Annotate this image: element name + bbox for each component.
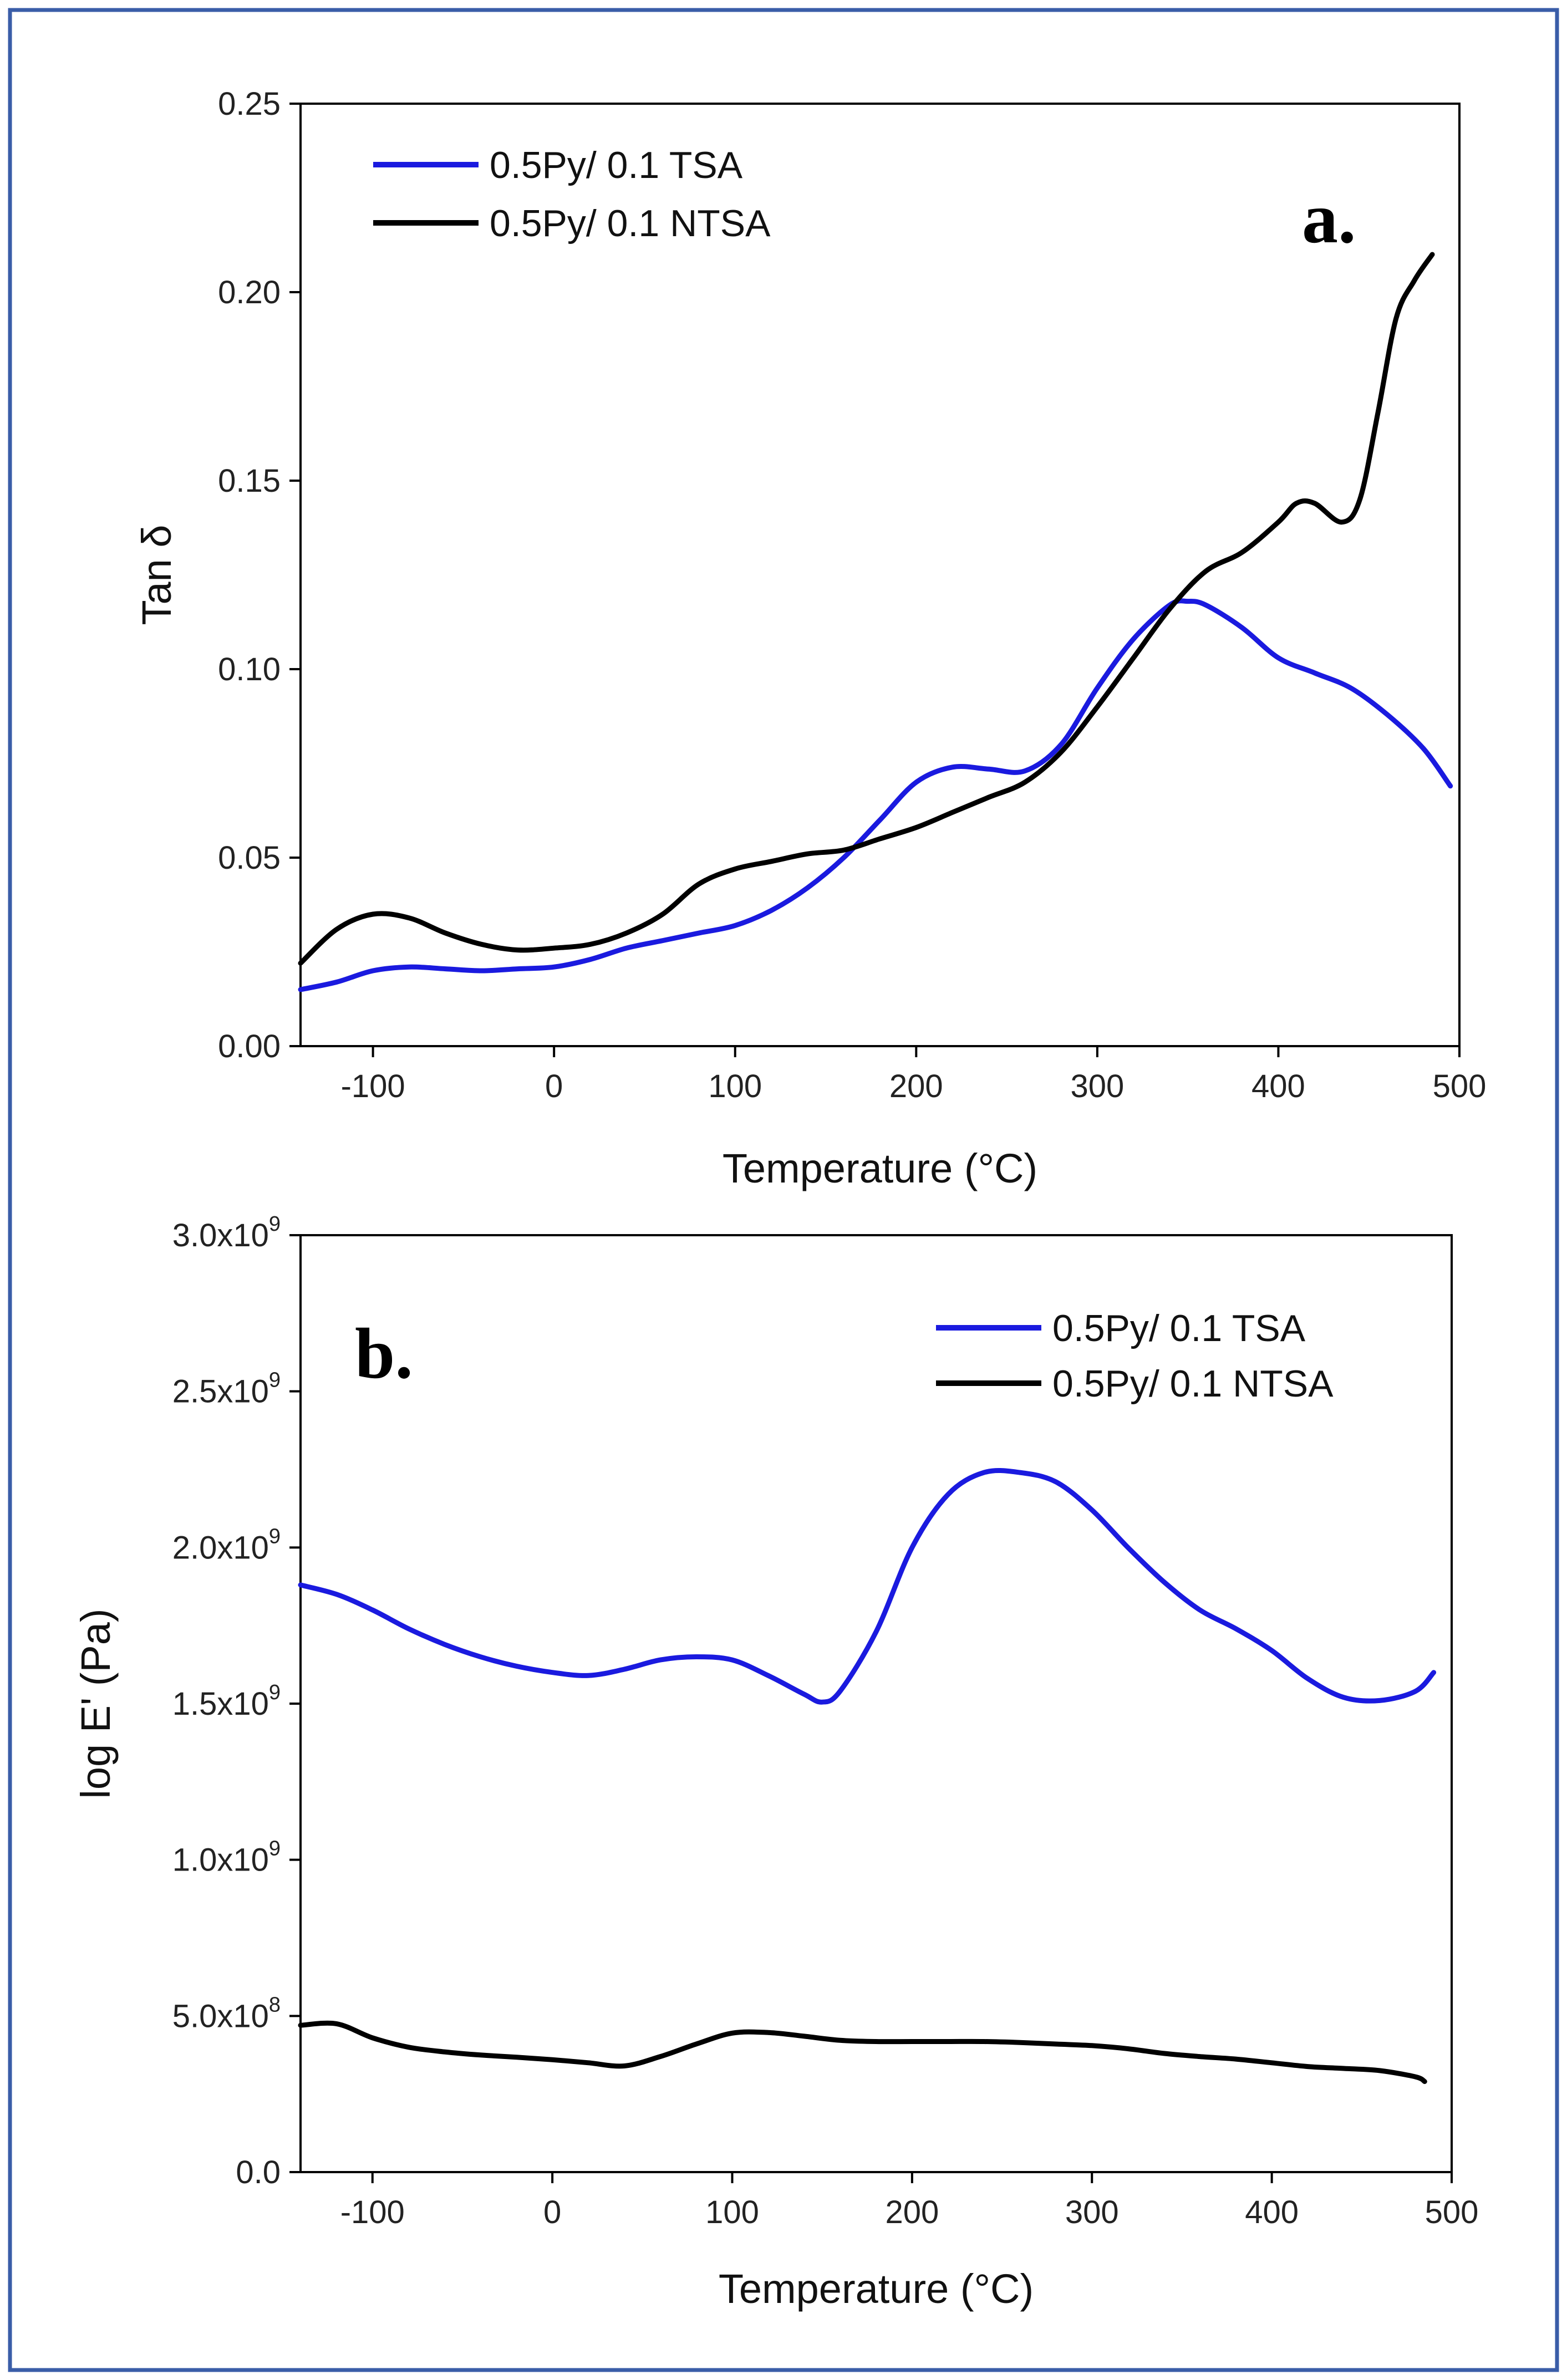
x-tick-label: -100 bbox=[340, 2194, 405, 2230]
y-axis-title-a: Tan δ bbox=[134, 524, 180, 625]
x-tick-label: 100 bbox=[708, 1068, 762, 1104]
series-line-a-ntsa bbox=[298, 252, 1435, 966]
x-tick-label: 500 bbox=[1425, 2194, 1479, 2230]
series-line-b-ntsa bbox=[298, 2020, 1427, 2085]
x-tick-label: 400 bbox=[1245, 2194, 1299, 2230]
plot-area-a bbox=[299, 103, 1461, 1047]
y-tick-label: 0.10 bbox=[218, 651, 281, 687]
legend-b: 0.5Py/ 0.1 TSA 0.5Py/ 0.1 NTSA bbox=[936, 1307, 1334, 1405]
x-tick-label: 0 bbox=[545, 1068, 563, 1104]
y-axis-title-b: log E' (Pa) bbox=[73, 1608, 119, 1798]
series-line-b-tsa bbox=[298, 1468, 1437, 1705]
figure-border bbox=[8, 8, 1559, 2372]
series-line-a-tsa bbox=[298, 598, 1453, 992]
x-tick-label: -100 bbox=[341, 1068, 405, 1104]
y-tick-label: 1.0x109 bbox=[172, 1837, 281, 1878]
y-tick-label: 0.05 bbox=[218, 840, 281, 876]
x-tick-label: 0 bbox=[543, 2194, 561, 2230]
y-tick-label: 2.0x109 bbox=[172, 1525, 281, 1566]
x-tick-label: 200 bbox=[889, 1068, 943, 1104]
legend-label-a-tsa: 0.5Py/ 0.1 TSA bbox=[490, 144, 743, 186]
y-tick-label: 0.25 bbox=[218, 86, 281, 122]
series-group-b bbox=[298, 1468, 1437, 2085]
y-tick-label: 0.0 bbox=[236, 2154, 281, 2190]
y-tick-label: 0.15 bbox=[218, 463, 281, 499]
y-tick-label: 0.20 bbox=[218, 274, 281, 310]
x-axis-ticks-b: -100 0 100 200 300 400 500 bbox=[340, 2172, 1479, 2230]
x-tick-label: 300 bbox=[1065, 2194, 1119, 2230]
legend-label-a-ntsa: 0.5Py/ 0.1 NTSA bbox=[490, 202, 771, 244]
panel-label-b: b. bbox=[355, 1314, 413, 1394]
x-axis-ticks-a: -100 0 100 200 300 400 500 bbox=[341, 1046, 1487, 1104]
x-tick-label: 300 bbox=[1070, 1068, 1124, 1104]
legend-label-b-ntsa: 0.5Py/ 0.1 NTSA bbox=[1052, 1363, 1334, 1405]
y-tick-label: 0.00 bbox=[218, 1028, 281, 1064]
y-axis-ticks-b: 0.0 5.0x108 1.0x109 1.5x109 2.0x109 2.5x109 3.… bbox=[172, 1212, 301, 2190]
x-tick-label: 500 bbox=[1433, 1068, 1487, 1104]
panel-label-a: a. bbox=[1302, 179, 1356, 258]
y-tick-label: 5.0x108 bbox=[172, 1993, 281, 2034]
y-tick-label: 2.5x109 bbox=[172, 1369, 281, 1410]
legend-label-b-tsa: 0.5Py/ 0.1 TSA bbox=[1052, 1307, 1306, 1349]
y-axis-ticks-a: 0.00 0.05 0.10 0.15 0.20 0.25 bbox=[218, 86, 301, 1064]
series-group-a bbox=[298, 252, 1453, 992]
chart-panel-a: -100 0 100 200 300 400 500 0.00 0.05 0.10 0.15 0.2… bbox=[134, 86, 1486, 1191]
x-axis-title-a: Temperature (°C) bbox=[723, 1145, 1037, 1191]
legend-a: 0.5Py/ 0.1 TSA 0.5Py/ 0.1 NTSA bbox=[373, 144, 771, 244]
x-tick-label: 200 bbox=[885, 2194, 939, 2230]
y-tick-label: 1.5x109 bbox=[172, 1681, 281, 1722]
x-tick-label: 400 bbox=[1251, 1068, 1305, 1104]
chart-panel-b: -100 0 100 200 300 400 500 0.0 5.0x108 1.0x109 1.… bbox=[73, 1212, 1478, 2312]
y-tick-label: 3.0x109 bbox=[172, 1212, 281, 1253]
x-tick-label: 100 bbox=[705, 2194, 759, 2230]
x-axis-title-b: Temperature (°C) bbox=[719, 2266, 1034, 2312]
